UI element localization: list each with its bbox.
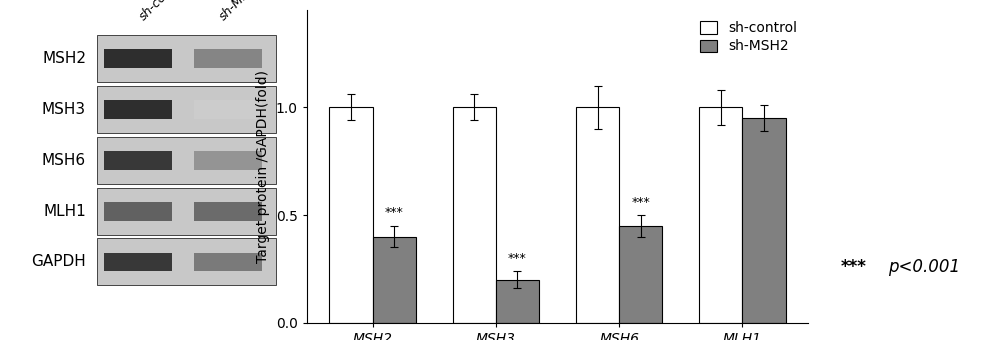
Bar [453,107,496,323]
Bar [329,107,373,323]
Text: ***: *** [631,195,650,209]
Text: MSH6: MSH6 [42,153,86,168]
Bar [97,35,276,82]
Bar [97,188,276,235]
Text: ***: *** [385,206,404,219]
Bar [104,100,172,119]
Text: GAPDH: GAPDH [31,254,86,269]
Bar [104,253,172,271]
Bar [742,118,786,323]
Text: MSH3: MSH3 [42,102,86,117]
Text: ***: *** [508,252,527,265]
Bar [699,107,742,323]
Bar [373,237,416,323]
Bar [194,202,262,221]
Y-axis label: Target protein /GAPDH(fold): Target protein /GAPDH(fold) [256,70,270,263]
Bar [194,49,262,68]
Bar [97,137,276,184]
Text: sh-MSH2: sh-MSH2 [217,0,265,23]
Bar [194,253,262,271]
Legend: sh-control, sh-MSH2: sh-control, sh-MSH2 [696,17,801,58]
Text: sh-control: sh-control [136,0,190,23]
Bar [619,226,662,323]
Text: p<0.001: p<0.001 [888,258,960,276]
Text: MLH1: MLH1 [43,204,86,219]
Bar [97,86,276,133]
Bar [97,238,276,286]
Bar [496,280,539,323]
Bar [104,49,172,68]
Bar [194,151,262,170]
Text: ***: *** [841,258,867,276]
Text: MSH2: MSH2 [42,51,86,66]
Bar [104,151,172,170]
Bar [104,202,172,221]
Bar [194,100,262,119]
Bar [576,107,619,323]
